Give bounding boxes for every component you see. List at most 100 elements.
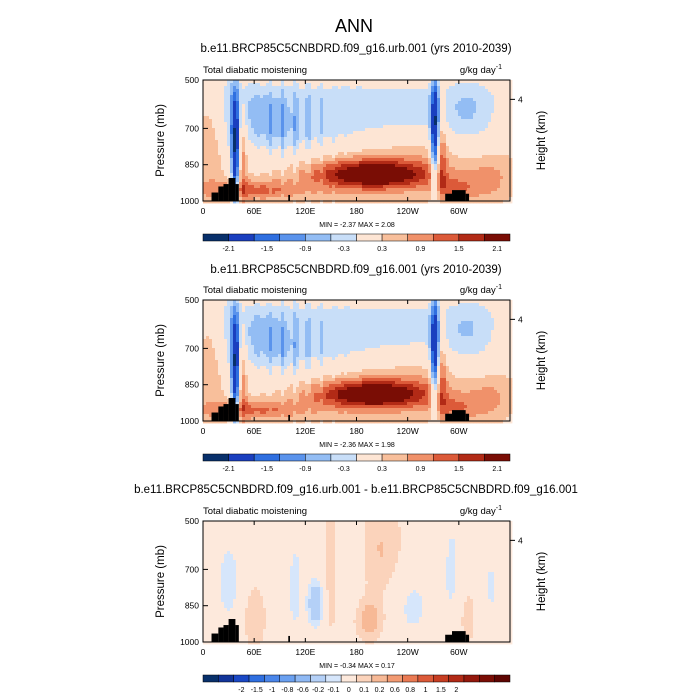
contour-cell (509, 110, 513, 114)
contour-cell (350, 164, 354, 168)
contour-cell (392, 182, 396, 186)
contour-cell (497, 131, 501, 135)
contour-cell (266, 140, 270, 144)
contour-cell (371, 309, 375, 313)
contour-cell (236, 104, 240, 108)
contour-cell (203, 185, 207, 189)
contour-cell (452, 179, 456, 183)
contour-cell (209, 300, 213, 304)
contour-cell (278, 80, 282, 84)
contour-cell (410, 152, 414, 156)
contour-cell (428, 113, 432, 117)
contour-cell (206, 89, 210, 93)
contour-cell (497, 98, 501, 102)
contour-cell (215, 86, 219, 90)
contour-cell (311, 92, 315, 96)
contour-cell (473, 101, 477, 105)
contour-cell (227, 315, 231, 319)
contour-cell (386, 185, 390, 189)
contour-cell (470, 167, 474, 171)
contour-cell (392, 155, 396, 159)
contour-cell (203, 119, 207, 123)
contour-cell (215, 161, 219, 165)
contour-cell (269, 131, 273, 135)
contour-cell (254, 131, 258, 135)
contour-cell (293, 116, 297, 120)
contour-cell (269, 128, 273, 132)
contour-cell (446, 188, 450, 192)
contour-cell (428, 110, 432, 114)
contour-cell (314, 137, 318, 141)
contour-cell (233, 155, 237, 159)
contour-cell (413, 155, 417, 159)
contour-cell (236, 170, 240, 174)
contour-cell (254, 318, 258, 322)
contour-cell (473, 86, 477, 90)
contour-cell (248, 122, 252, 126)
contour-cell (296, 107, 300, 111)
contour-cell (242, 300, 246, 304)
contour-cell (500, 300, 504, 304)
contour-cell (482, 300, 486, 304)
contour-cell (491, 170, 495, 174)
contour-cell (461, 158, 465, 162)
contour-cell (251, 200, 255, 204)
contour-cell (440, 170, 444, 174)
contour-cell (329, 101, 333, 105)
contour-cell (206, 116, 210, 120)
contour-cell (260, 149, 264, 153)
contour-cell (254, 80, 258, 84)
contour-cell (260, 303, 264, 307)
contour-cell (353, 89, 357, 93)
contour-cell (203, 140, 207, 144)
contour-cell (335, 101, 339, 105)
contour-cell (362, 116, 366, 120)
contour-cell (509, 185, 513, 189)
contour-cell (479, 303, 483, 307)
contour-cell (347, 176, 351, 180)
contour-cell (410, 191, 414, 195)
contour-cell (461, 83, 465, 87)
contour-cell (206, 131, 210, 135)
contour-cell (386, 107, 390, 111)
contour-cell (428, 116, 432, 120)
contour-cell (476, 173, 480, 177)
contour-cell (224, 86, 228, 90)
contour-cell (233, 98, 237, 102)
contour-cell (338, 107, 342, 111)
contour-cell (344, 312, 348, 316)
contour-cell (380, 318, 384, 322)
contour-cell (293, 188, 297, 192)
contour-cell (464, 98, 468, 102)
contour-cell (350, 161, 354, 165)
contour-cell (311, 98, 315, 102)
contour-cell (470, 140, 474, 144)
contour-cell (245, 110, 249, 114)
contour-cell (428, 92, 432, 96)
contour-cell (395, 194, 399, 198)
contour-cell (437, 176, 441, 180)
contour-cell (371, 89, 375, 93)
contour-cell (317, 95, 321, 99)
contour-cell (326, 197, 330, 201)
contour-cell (500, 185, 504, 189)
contour-cell (380, 116, 384, 120)
contour-cell (230, 309, 234, 313)
contour-cell (416, 137, 420, 141)
contour-cell (221, 104, 225, 108)
contour-cell (371, 161, 375, 165)
contour-cell (332, 179, 336, 183)
contour-cell (419, 300, 423, 304)
contour-cell (461, 92, 465, 96)
contour-cell (368, 137, 372, 141)
contour-cell (509, 92, 513, 96)
contour-cell (374, 179, 378, 183)
contour-cell (290, 303, 294, 307)
contour-cell (413, 122, 417, 126)
contour-cell (482, 158, 486, 162)
contour-cell (479, 173, 483, 177)
contour-cell (371, 300, 375, 304)
contour-cell (410, 113, 414, 117)
contour-cell (224, 306, 228, 310)
contour-cell (344, 164, 348, 168)
